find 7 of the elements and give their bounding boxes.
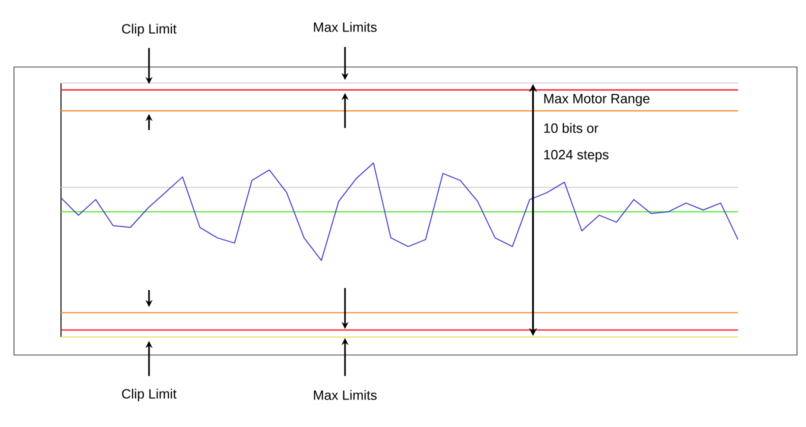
text: 10 bits or: [544, 123, 598, 133]
text: Clip Limit: [122, 24, 177, 36]
text: Max Limits: [314, 390, 377, 400]
text: Max Motor Range: [544, 94, 650, 106]
text: 1024 steps: [544, 150, 608, 162]
text: Clip Limit: [122, 388, 177, 402]
text: Max Limits: [314, 22, 377, 32]
